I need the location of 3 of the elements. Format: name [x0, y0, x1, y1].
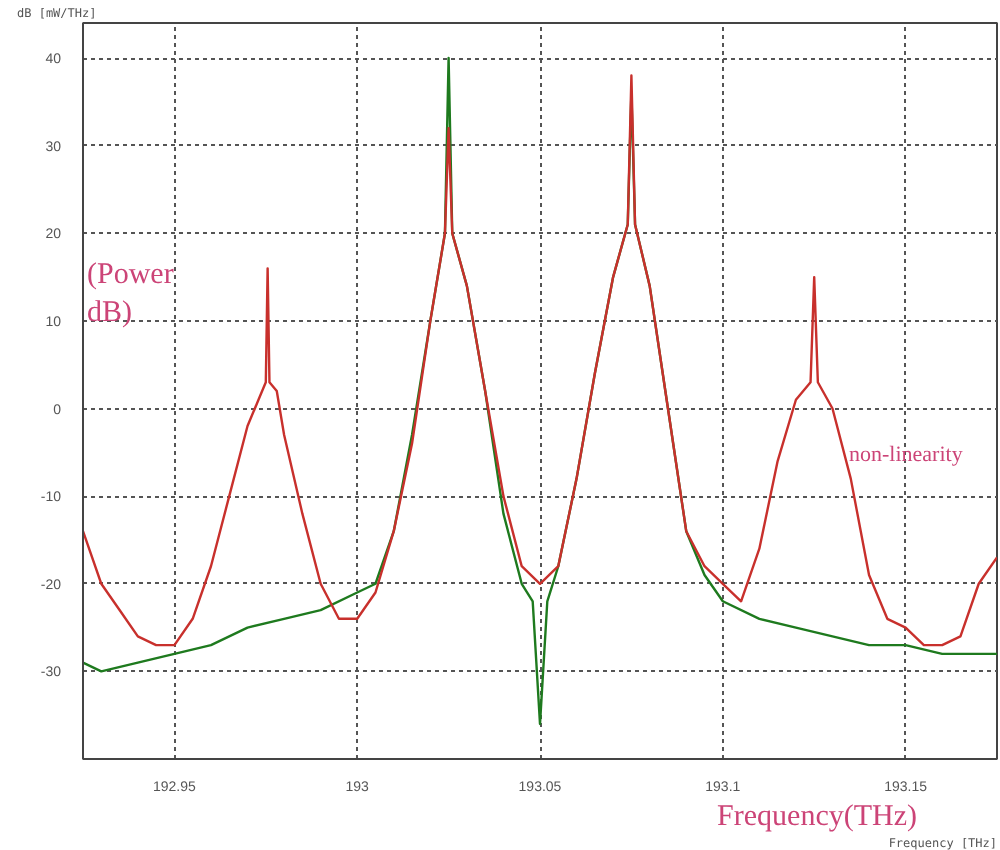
x-axis-title: Frequency(THz) — [717, 801, 918, 833]
y-axis-title: (Power dB) — [87, 259, 174, 330]
annotation: non-linearity — [849, 443, 964, 467]
